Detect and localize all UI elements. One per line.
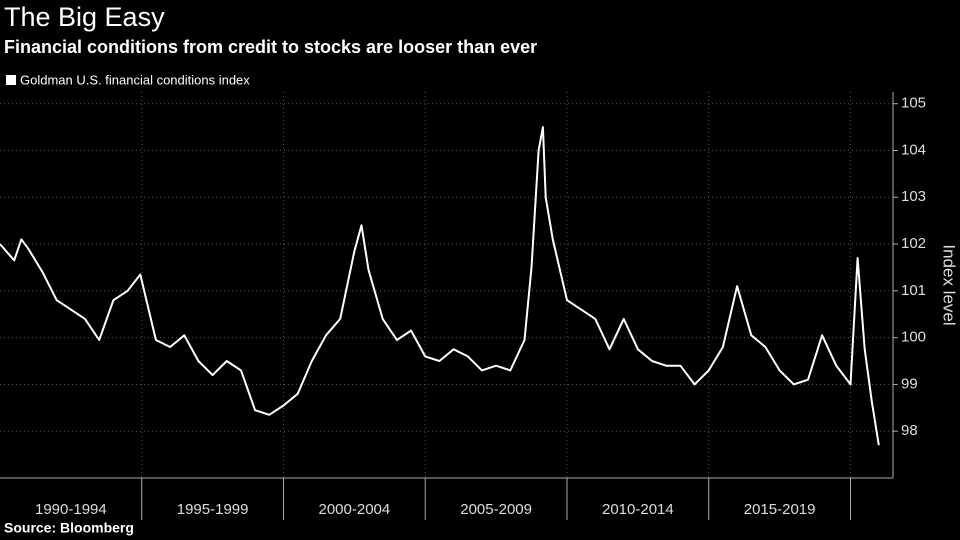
legend-swatch (6, 75, 16, 85)
x-tick-label: 1995-1999 (177, 501, 249, 518)
y-tick-label: 105 (901, 95, 926, 112)
source: Source: Bloomberg (4, 520, 134, 536)
y-tick-label: 101 (901, 282, 926, 299)
x-tick-label: 2005-2009 (460, 501, 532, 518)
x-tick-label: 2015-2019 (744, 501, 816, 518)
y-tick-label: 102 (901, 235, 926, 252)
x-tick-label: 2000-2004 (318, 501, 390, 518)
legend-label: Goldman U.S. financial conditions index (20, 72, 250, 87)
chart-subtitle: Financial conditions from credit to stoc… (4, 37, 537, 57)
y-tick-label: 104 (901, 141, 926, 158)
data-line (0, 126, 880, 446)
x-tick-label: 1990-1994 (35, 501, 107, 518)
y-tick-label: 100 (901, 329, 926, 346)
y-tick-label: 98 (901, 422, 918, 439)
y-axis-title: Index level (940, 244, 959, 325)
x-tick-label: 2010-2014 (602, 501, 674, 518)
y-tick-label: 103 (901, 188, 926, 205)
chart-title: The Big Easy (4, 2, 165, 32)
y-tick-label: 99 (901, 375, 918, 392)
